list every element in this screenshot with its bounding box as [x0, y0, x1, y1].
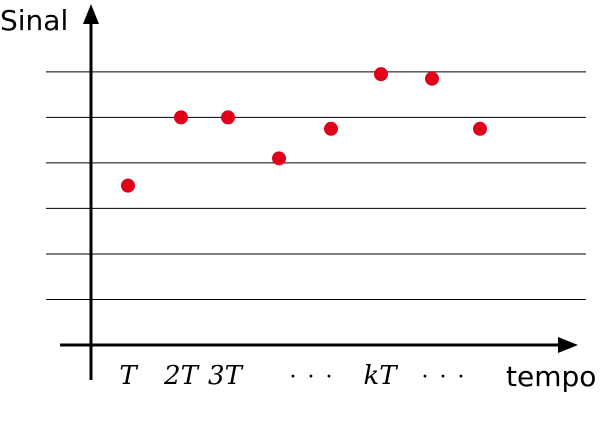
data-point [221, 110, 235, 125]
x-tick-label: 3T [208, 361, 244, 391]
data-point [324, 121, 338, 136]
x-tick-labels: T 2T 3T · · · kT · · · [119, 361, 467, 391]
axes [60, 4, 578, 380]
data-point [473, 121, 487, 136]
data-point [374, 67, 388, 82]
x-tick-label: · · · [422, 365, 467, 390]
y-axis-arrowhead [83, 4, 99, 24]
data-point [121, 178, 135, 193]
x-tick-label: 2T [163, 361, 200, 391]
y-axis-label: Sinal [0, 4, 68, 37]
data-point [174, 110, 188, 125]
x-axis-arrowhead [558, 337, 578, 353]
x-tick-label: kT [363, 361, 398, 391]
grid-lines [46, 71, 586, 300]
x-tick-label: · · · [290, 365, 335, 390]
x-tick-label: T [119, 361, 138, 391]
data-point [272, 151, 286, 166]
x-axis-label: tempo [506, 360, 596, 393]
data-points [121, 67, 487, 193]
data-point [425, 71, 439, 86]
